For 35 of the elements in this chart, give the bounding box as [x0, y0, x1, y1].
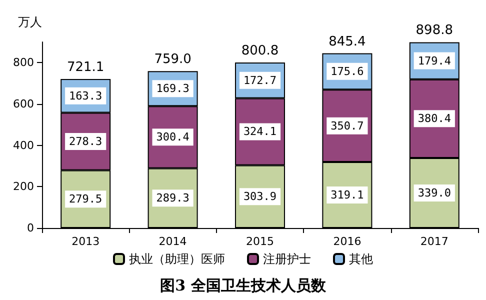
data-label: 179.4 — [418, 54, 452, 68]
y-axis-title: 万人 — [18, 15, 42, 29]
total-label: 845.4 — [328, 34, 366, 50]
text: 图3 全国卫生技术人员数 — [160, 276, 327, 294]
y-tick-label: 800 — [13, 56, 34, 70]
x-tick-label: 2014 — [158, 235, 187, 248]
x-tick-label: 2015 — [246, 235, 274, 248]
data-label: 169.3 — [156, 82, 190, 96]
data-label: 172.7 — [243, 74, 277, 87]
total-label: 800.8 — [241, 44, 279, 59]
data-label: 278.3 — [69, 134, 102, 148]
data-label: 380.4 — [418, 112, 452, 126]
data-label: 279.5 — [69, 192, 102, 206]
data-label: 350.7 — [330, 119, 364, 132]
total-label: 898.8 — [416, 23, 454, 38]
data-label: 324.1 — [243, 125, 277, 138]
total-label: 759.0 — [154, 52, 192, 68]
data-label: 339.0 — [418, 186, 451, 200]
data-label: 163.3 — [69, 89, 102, 102]
legend-label: 其他 — [349, 252, 373, 266]
y-tick-label: 400 — [13, 138, 34, 152]
data-label: 319.1 — [330, 188, 364, 202]
data-label: 289.3 — [156, 192, 190, 205]
data-label: 175.6 — [330, 64, 364, 78]
data-label: 300.4 — [156, 130, 190, 144]
total-label: 721.1 — [66, 60, 104, 75]
y-tick-label: 200 — [13, 180, 34, 194]
data-label: 303.9 — [243, 190, 277, 204]
legend-label: 执业（助理）医师 — [129, 252, 225, 266]
legend-label: 注册护士 — [263, 252, 311, 266]
x-tick-label: 2016 — [333, 235, 362, 248]
y-tick-label: 600 — [13, 98, 34, 110]
y-tick-label: 0 — [27, 222, 34, 234]
x-tick-label: 2013 — [72, 235, 100, 248]
x-tick-label: 2017 — [420, 235, 448, 248]
